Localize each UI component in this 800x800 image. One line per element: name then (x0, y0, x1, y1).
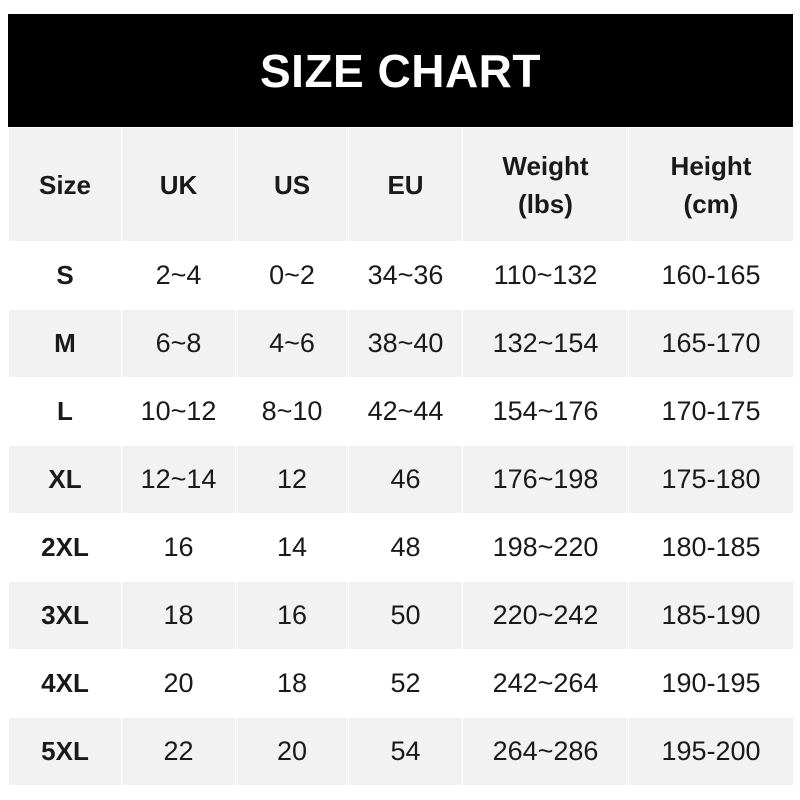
cell-eu: 38~40 (348, 309, 463, 378)
cell-weight: 132~154 (462, 309, 629, 378)
table-row: 4XL 20 18 52 242~264 190-195 (8, 649, 794, 718)
header-label: Size (38, 169, 92, 200)
cell-weight: 264~286 (462, 717, 629, 786)
table-row: L 10~12 8~10 42~44 154~176 170-175 (8, 377, 794, 446)
cell-uk: 2~4 (121, 241, 236, 310)
cell-eu: 50 (348, 581, 463, 650)
cell-eu: 54 (348, 717, 463, 786)
table-row: XL 12~14 12 46 176~198 175-180 (8, 445, 794, 514)
cell-height: 170-175 (628, 377, 794, 446)
cell-height: 190-195 (628, 649, 794, 718)
cell-us: 8~10 (235, 377, 349, 446)
header-unit: (cm) (683, 188, 739, 219)
cell-weight: 154~176 (462, 377, 629, 446)
cell-uk: 6~8 (121, 309, 236, 378)
header-weight: Weight (lbs) (462, 127, 629, 242)
cell-uk: 18 (121, 581, 236, 650)
cell-uk: 16 (121, 513, 236, 582)
cell-size: S (8, 241, 122, 310)
header-eu: EU (348, 127, 463, 242)
cell-size: 2XL (8, 513, 122, 582)
cell-uk: 20 (121, 649, 236, 718)
table-row: 5XL 22 20 54 264~286 195-200 (8, 717, 794, 786)
cell-size: 3XL (8, 581, 122, 650)
cell-us: 18 (235, 649, 349, 718)
cell-height: 180-185 (628, 513, 794, 582)
header-height: Height (cm) (628, 127, 794, 242)
header-label: Weight (502, 150, 589, 181)
cell-us: 0~2 (235, 241, 349, 310)
size-chart-table: Size UK US EU Weight (lbs) Height (cm) S 2~4 0~2 3… (8, 127, 794, 786)
cell-weight: 198~220 (462, 513, 629, 582)
header-unit: (lbs) (518, 188, 573, 219)
cell-us: 20 (235, 717, 349, 786)
cell-us: 16 (235, 581, 349, 650)
cell-weight: 242~264 (462, 649, 629, 718)
cell-height: 160-165 (628, 241, 794, 310)
table-row: S 2~4 0~2 34~36 110~132 160-165 (8, 241, 794, 310)
cell-eu: 42~44 (348, 377, 463, 446)
cell-size: XL (8, 445, 122, 514)
cell-eu: 34~36 (348, 241, 463, 310)
cell-weight: 220~242 (462, 581, 629, 650)
cell-size: M (8, 309, 122, 378)
header-label: UK (159, 169, 198, 200)
header-uk: UK (121, 127, 236, 242)
cell-uk: 10~12 (121, 377, 236, 446)
cell-weight: 110~132 (462, 241, 629, 310)
cell-size: 5XL (8, 717, 122, 786)
cell-us: 4~6 (235, 309, 349, 378)
header-label: US (273, 169, 311, 200)
header-label: EU (387, 169, 424, 200)
header-label: Height (670, 150, 752, 181)
table-row: 3XL 18 16 50 220~242 185-190 (8, 581, 794, 650)
size-chart-title: SIZE CHART (8, 14, 793, 127)
cell-us: 14 (235, 513, 349, 582)
table-row: M 6~8 4~6 38~40 132~154 165-170 (8, 309, 794, 378)
cell-height: 165-170 (628, 309, 794, 378)
table-row: 2XL 16 14 48 198~220 180-185 (8, 513, 794, 582)
cell-weight: 176~198 (462, 445, 629, 514)
cell-uk: 22 (121, 717, 236, 786)
cell-height: 185-190 (628, 581, 794, 650)
header-us: US (235, 127, 349, 242)
header-size: Size (8, 127, 122, 242)
cell-eu: 52 (348, 649, 463, 718)
header-row: Size UK US EU Weight (lbs) Height (cm) (8, 127, 794, 242)
cell-height: 195-200 (628, 717, 794, 786)
cell-eu: 48 (348, 513, 463, 582)
cell-uk: 12~14 (121, 445, 236, 514)
cell-height: 175-180 (628, 445, 794, 514)
cell-eu: 46 (348, 445, 463, 514)
cell-size: L (8, 377, 122, 446)
cell-size: 4XL (8, 649, 122, 718)
cell-us: 12 (235, 445, 349, 514)
